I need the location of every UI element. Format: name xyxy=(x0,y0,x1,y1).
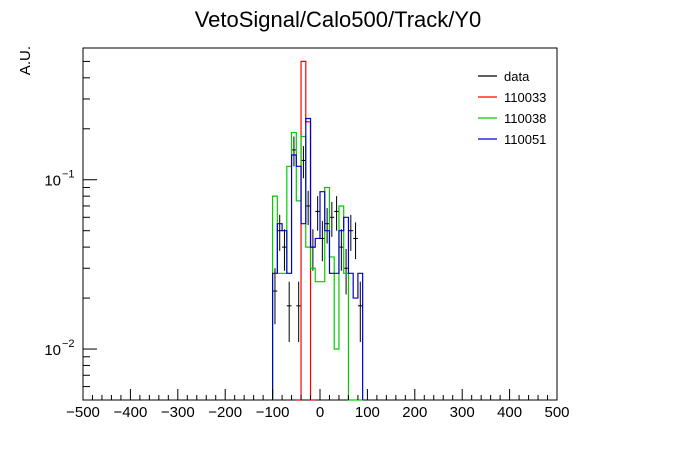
legend: data 110033 110038 110051 xyxy=(478,69,546,147)
x-tick-label: 100 xyxy=(355,404,380,421)
legend-label-data: data xyxy=(504,69,530,84)
x-tick-label: −100 xyxy=(256,404,290,421)
x-tick-label: 0 xyxy=(316,404,324,421)
y-axis-label: A.U. xyxy=(17,46,34,75)
y-tick-label: 10 xyxy=(44,342,61,359)
x-tick-label: −200 xyxy=(208,404,242,421)
series-110033-histogram xyxy=(296,60,316,401)
x-tick-label: 200 xyxy=(402,404,427,421)
x-tick-label: 300 xyxy=(450,404,475,421)
chart-title: VetoSignal/Calo500/Track/Y0 xyxy=(195,7,482,32)
x-tick-label: −500 xyxy=(66,404,100,421)
x-tick-label: −400 xyxy=(114,404,148,421)
y-tick-label-exponent: −1 xyxy=(62,169,75,181)
y-tick-label-exponent: −2 xyxy=(62,338,75,350)
legend-label-110051: 110051 xyxy=(504,132,546,147)
x-tick-label: −300 xyxy=(161,404,195,421)
x-tick-label: 400 xyxy=(497,404,522,421)
series-110051-histogram xyxy=(272,117,364,400)
x-tick-label: 500 xyxy=(544,404,569,421)
legend-label-110038: 110038 xyxy=(504,111,546,126)
legend-label-110033: 110033 xyxy=(504,90,546,105)
y-tick-label: 10 xyxy=(44,173,61,190)
